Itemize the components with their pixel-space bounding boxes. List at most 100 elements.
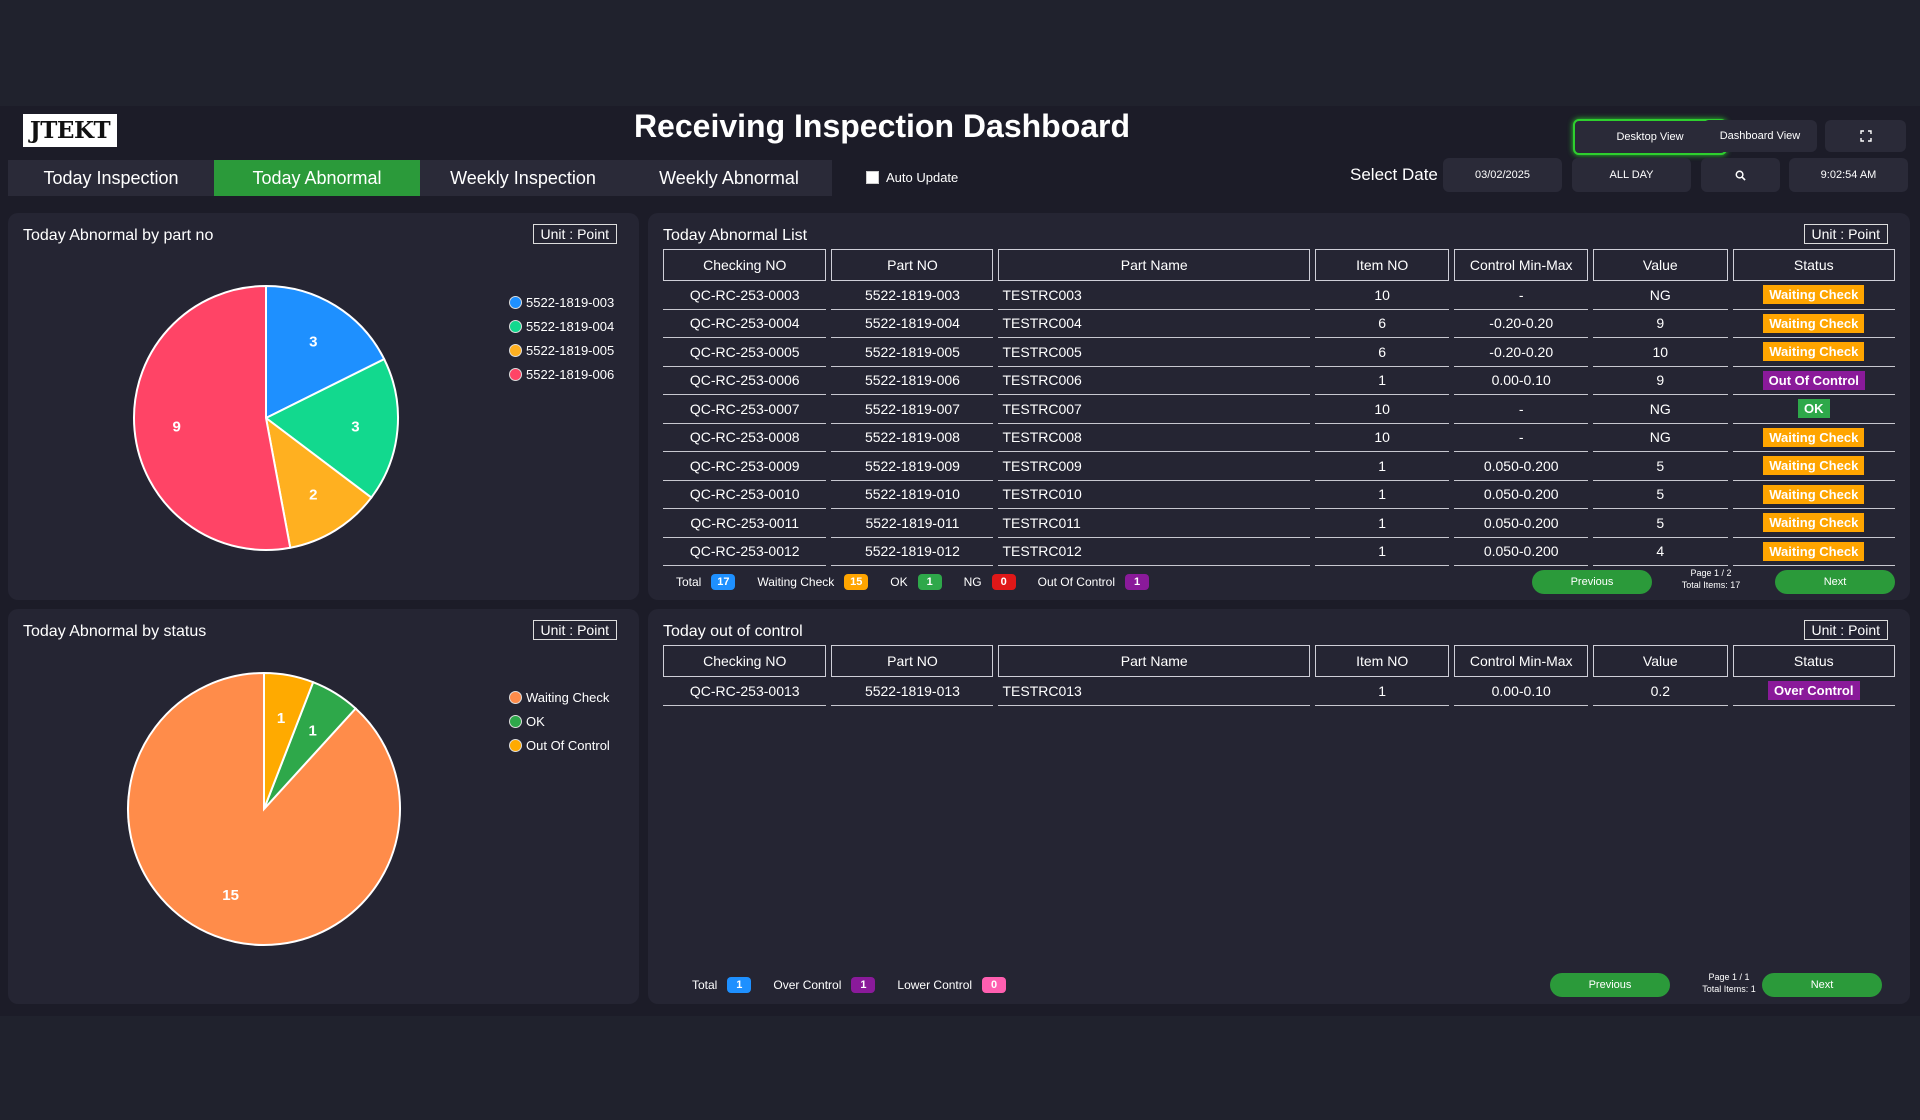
table-row[interactable]: QC-RC-253-0007 5522-1819-007 TESTRC007 10- N… (663, 395, 1895, 424)
table-cell: 5522-1819-011 (831, 509, 994, 538)
table-cell: 0.050-0.200 (1454, 452, 1589, 481)
table-cell: QC-RC-253-0010 (663, 481, 827, 509)
previous-button[interactable]: Previous (1532, 570, 1652, 594)
column-header[interactable]: Control Min-Max (1454, 249, 1589, 281)
column-header[interactable]: Value (1593, 249, 1728, 281)
desktop-view-button[interactable]: Desktop View (1573, 119, 1727, 155)
table-cell: 0.00-0.10 (1454, 367, 1589, 395)
table-cell: Waiting Check (1732, 281, 1895, 310)
column-header[interactable]: Control Min-Max (1454, 645, 1589, 677)
tab-today-inspection[interactable]: Today Inspection (8, 160, 214, 196)
table-cell: 5 (1593, 452, 1728, 481)
dashboard-view-button[interactable]: Dashboard View (1703, 120, 1817, 152)
status-badge: Waiting Check (1763, 342, 1865, 362)
column-header[interactable]: Part NO (831, 249, 994, 281)
table-cell: Waiting Check (1732, 509, 1895, 538)
auto-update-toggle[interactable]: Auto Update (866, 170, 958, 185)
table-cell: 5 (1593, 481, 1728, 509)
table-cell: 5522-1819-013 (831, 677, 994, 706)
pie-slice (263, 671, 315, 810)
legend-label: Out Of Control (526, 737, 610, 753)
column-header[interactable]: Status (1732, 249, 1895, 281)
table-cell: - (1454, 424, 1589, 452)
legend-label: Waiting Check (526, 689, 610, 705)
previous-button[interactable]: Previous (1550, 973, 1670, 997)
unit-label: Unit : Point (532, 224, 617, 244)
column-header[interactable]: Item NO (1314, 249, 1450, 281)
summary-label: OK (890, 575, 908, 589)
status-badge: Waiting Check (1763, 484, 1865, 504)
summary-label: Lower Control (897, 978, 973, 992)
table-cell: QC-RC-253-0012 (663, 538, 827, 566)
table-row[interactable]: QC-RC-253-0012 5522-1819-012 TESTRC012 1 0.0… (663, 538, 1895, 566)
column-header[interactable]: Part NO (831, 645, 994, 677)
status-badge: Waiting Check (1763, 313, 1865, 333)
pie-slice (265, 284, 386, 420)
abnormal-by-part-panel: Today Abnormal by part no Unit : Point 3… (8, 213, 639, 600)
legend-item[interactable]: 5522-1819-006 (509, 362, 614, 386)
out-of-control-panel: Today out of control Unit : Point Checki… (648, 609, 1910, 1004)
top-blank-bar (0, 0, 1920, 106)
table-row[interactable]: QC-RC-253-0006 5522-1819-006 TESTRC006 1 0.0… (663, 367, 1895, 395)
legend-item[interactable]: 5522-1819-004 (509, 314, 614, 338)
table-cell: 0.00-0.10 (1454, 677, 1589, 706)
table-row[interactable]: QC-RC-253-0003 5522-1819-003 TESTRC003 10- N… (663, 281, 1895, 310)
legend-swatch (509, 690, 522, 704)
table-cell: TESTRC008 (998, 424, 1310, 452)
search-icon (1735, 170, 1746, 181)
table-cell: Waiting Check (1732, 481, 1895, 509)
tab-weekly-abnormal[interactable]: Weekly Abnormal (626, 160, 832, 196)
status-legend: Waiting Check OK Out Of Control (509, 685, 610, 757)
column-header[interactable]: Item NO (1314, 645, 1450, 677)
table-row[interactable]: QC-RC-253-0005 5522-1819-005 TESTRC005 6 -0.… (663, 338, 1895, 367)
legend-item[interactable]: Out Of Control (509, 733, 610, 757)
table-row[interactable]: QC-RC-253-0010 5522-1819-010 TESTRC010 1 0.0… (663, 481, 1895, 509)
table-cell: 5522-1819-008 (831, 424, 994, 452)
column-header[interactable]: Part Name (998, 645, 1310, 677)
table-row[interactable]: QC-RC-253-0009 5522-1819-009 TESTRC009 1 0.0… (663, 452, 1895, 481)
auto-update-checkbox[interactable] (866, 171, 879, 184)
legend-item[interactable]: Waiting Check (509, 685, 610, 709)
next-button[interactable]: Next (1762, 973, 1882, 997)
table-cell: 0.050-0.200 (1454, 481, 1589, 509)
count-badge: 1 (917, 574, 942, 590)
fullscreen-button[interactable] (1825, 120, 1906, 152)
table-row[interactable]: QC-RC-253-0004 5522-1819-004 TESTRC004 6 -0.… (663, 310, 1895, 338)
column-header[interactable]: Checking NO (663, 249, 827, 281)
table-cell: NG (1593, 281, 1728, 310)
unit-label: Unit : Point (1803, 224, 1888, 244)
table-cell: TESTRC011 (998, 509, 1310, 538)
table-cell: TESTRC007 (998, 395, 1310, 424)
table-row[interactable]: QC-RC-253-0008 5522-1819-008 TESTRC008 10- N… (663, 424, 1895, 452)
legend-item[interactable]: 5522-1819-005 (509, 338, 614, 362)
table-row[interactable]: QC-RC-253-0011 5522-1819-011 TESTRC011 1 0.0… (663, 509, 1895, 538)
table-header-row: Checking NO Part NO Part Name Item NO Contro… (663, 645, 1895, 677)
column-header[interactable]: Part Name (998, 249, 1310, 281)
pie-slice (133, 284, 292, 551)
count-badge: 17 (711, 574, 736, 590)
date-input[interactable]: 03/02/2025 (1443, 158, 1562, 192)
search-button[interactable] (1701, 158, 1780, 192)
tab-weekly-inspection[interactable]: Weekly Inspection (420, 160, 626, 196)
column-header[interactable]: Value (1593, 645, 1728, 677)
column-header[interactable]: Status (1732, 645, 1895, 677)
table-cell: 0.050-0.200 (1454, 538, 1589, 566)
pie-slice-label: 2 (309, 486, 317, 503)
legend-swatch (509, 319, 522, 333)
out-of-control-table: Checking NO Part NO Part Name Item NO Contro… (658, 645, 1900, 706)
column-header[interactable]: Checking NO (663, 645, 827, 677)
table-row[interactable]: QC-RC-253-0013 5522-1819-013 TESTRC013 1 0.0… (663, 677, 1895, 706)
count-badge: 0 (982, 977, 1007, 993)
next-button[interactable]: Next (1775, 570, 1895, 594)
tab-today-abnormal[interactable]: Today Abnormal (214, 160, 420, 196)
page-info: Page 1 / 2 Total Items: 17 (1666, 567, 1756, 591)
part-no-legend: 5522-1819-003 5522-1819-004 5522-1819-005 5… (509, 290, 614, 386)
status-badge: Waiting Check (1763, 456, 1865, 476)
legend-item[interactable]: OK (509, 709, 610, 733)
period-select[interactable]: ALL DAY (1572, 158, 1691, 192)
legend-item[interactable]: 5522-1819-003 (509, 290, 614, 314)
table-cell: Waiting Check (1732, 310, 1895, 338)
pie-slice-label: 15 (222, 887, 239, 904)
select-date-label: Select Date (1350, 165, 1438, 184)
panel-title: Today Abnormal by part no (23, 227, 214, 244)
